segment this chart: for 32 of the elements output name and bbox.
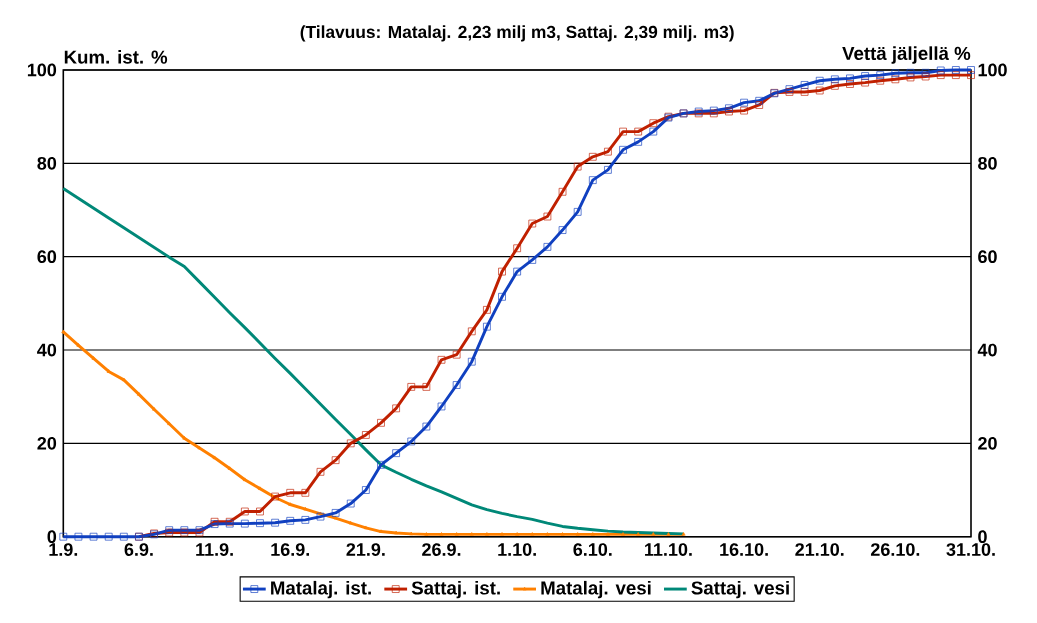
chart-title: (Tilavuus: Matalaj. 2,23 milj m3, Sattaj. 2,39 milj. m3) xyxy=(300,25,734,42)
y-tick-label: 60 xyxy=(37,250,57,264)
y2-tick-label: 80 xyxy=(978,156,997,170)
x-tick-label: 31.10. xyxy=(946,543,995,556)
x-tick-label: 11.9. xyxy=(196,543,233,556)
x-tick-label: 6.9. xyxy=(124,543,153,556)
y2-tick-label: 100 xyxy=(978,63,1007,77)
y-tick-label: 80 xyxy=(37,156,57,170)
y2-axis-title: Vettä jäljellä % xyxy=(842,46,971,64)
legend-label: Sattaj. ist. xyxy=(411,580,500,599)
x-tick-label: 26.10. xyxy=(870,543,920,556)
y-tick-label: 0 xyxy=(47,530,57,544)
y2-tick-label: 60 xyxy=(978,250,997,264)
x-tick-label: 6.10. xyxy=(573,543,612,556)
y-tick-label: 20 xyxy=(37,436,57,450)
x-tick-label: 16.9. xyxy=(271,543,309,556)
y2-tick-label: 0 xyxy=(978,530,987,544)
x-tick-label: 16.10. xyxy=(720,543,768,556)
y-tick-label: 40 xyxy=(37,343,57,357)
legend-label: Matalaj. ist. xyxy=(271,580,371,599)
x-tick-label: 21.9. xyxy=(346,543,385,556)
legend-label: Sattaj. vesi xyxy=(691,580,789,599)
y-axis-title: Kum. ist. % xyxy=(64,50,168,64)
x-tick-label: 11.10. xyxy=(645,543,692,556)
x-tick-label: 1.9. xyxy=(49,543,78,556)
x-tick-label: 21.10. xyxy=(795,543,844,556)
legend-label: Matalaj. vesi xyxy=(541,580,651,599)
y-tick-label: 100 xyxy=(27,63,57,77)
y2-tick-label: 20 xyxy=(978,436,997,450)
x-tick-label: 1.10. xyxy=(498,543,536,556)
x-tick-label: 26.9. xyxy=(422,543,461,556)
y2-tick-label: 40 xyxy=(977,343,997,357)
